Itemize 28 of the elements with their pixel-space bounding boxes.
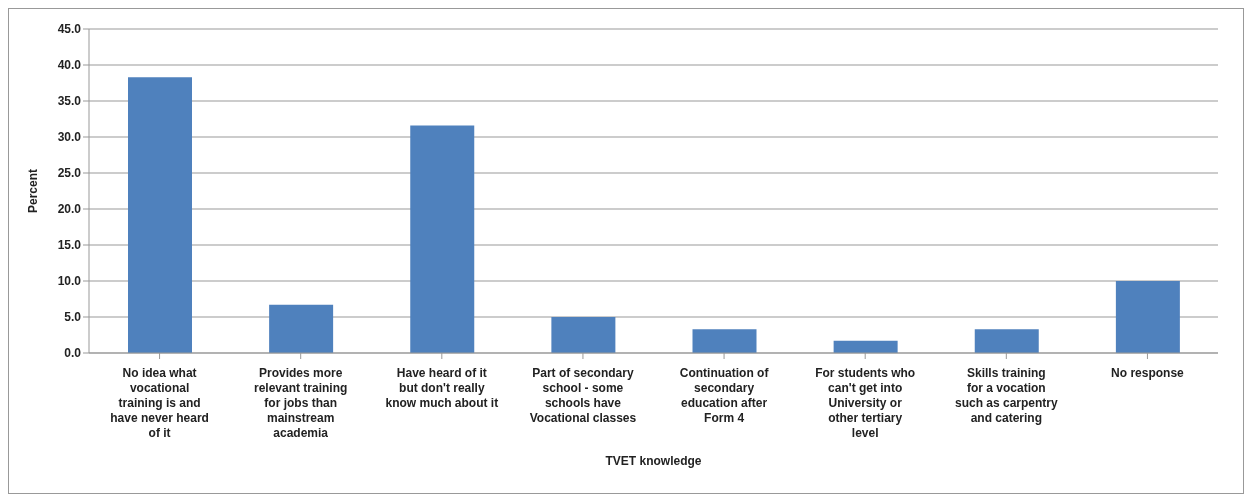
y-tick-label: 5.0 <box>64 310 82 325</box>
x-tick-label: No idea what vocational training is and have never heard of it <box>110 366 209 440</box>
x-tick-label: No response <box>1111 366 1185 380</box>
bar <box>551 317 616 353</box>
y-tick-label: 30.0 <box>57 130 82 145</box>
x-tick-label: For students who can't get into University or other tertiary level <box>815 366 916 440</box>
bar <box>1115 281 1180 353</box>
bar <box>269 304 334 353</box>
y-tick-label: 35.0 <box>57 94 82 109</box>
x-tick-label: Have heard of it but don't really know much about it <box>385 366 499 410</box>
y-tick-label: 0.0 <box>64 346 82 361</box>
bar <box>974 329 1039 353</box>
y-tick-label: 45.0 <box>57 22 82 37</box>
bar <box>692 329 757 353</box>
bar <box>833 340 898 353</box>
x-tick-label: Provides more relevant training for jobs than mainstream academia <box>254 366 348 440</box>
bar <box>128 77 192 353</box>
x-tick-label: Skills training for a vocation such as carpentry and catering <box>954 366 1058 425</box>
x-axis-title: TVET knowledge <box>605 454 702 468</box>
y-tick-label: 40.0 <box>57 58 82 73</box>
bar <box>410 125 475 353</box>
y-axis-title: Percent <box>26 168 41 214</box>
y-tick-label: 25.0 <box>57 166 82 181</box>
x-tick-label: Part of secondary school - some schools have Vocational classes <box>529 366 637 425</box>
y-tick-label: 15.0 <box>57 238 82 253</box>
y-tick-label: 10.0 <box>57 274 82 289</box>
y-tick-label: 20.0 <box>57 202 82 217</box>
x-tick-label: Continuation of secondary education after Form 4 <box>679 366 770 425</box>
